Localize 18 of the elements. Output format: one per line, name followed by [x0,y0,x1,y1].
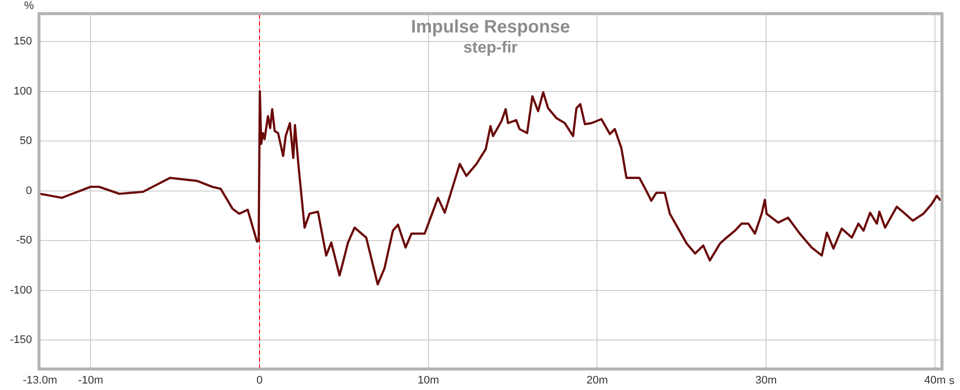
y-tick-label: -50 [16,234,32,247]
y-axis-title: % [24,0,34,12]
x-tick-label: 20m [586,374,608,387]
x-tick-label: 30m [755,374,777,387]
x-tick-label: -13.0m [22,374,58,387]
chart-title: Impulse Response [410,16,570,37]
x-tick-label: 0 [256,374,263,387]
x-tick-label: 40m [924,374,946,387]
y-tick-label: 50 [20,135,32,148]
y-tick-label: 100 [14,85,32,98]
y-tick-label: -100 [10,284,32,296]
y-tick-label: 150 [14,36,32,48]
x-tick-label: 10m [418,374,440,387]
x-axis-title: s [949,375,955,387]
y-tick-label: -150 [10,334,32,346]
x-tick-label: -10m [78,374,104,387]
y-tick-label: 0 [26,184,32,197]
text: step-fir [463,40,518,57]
